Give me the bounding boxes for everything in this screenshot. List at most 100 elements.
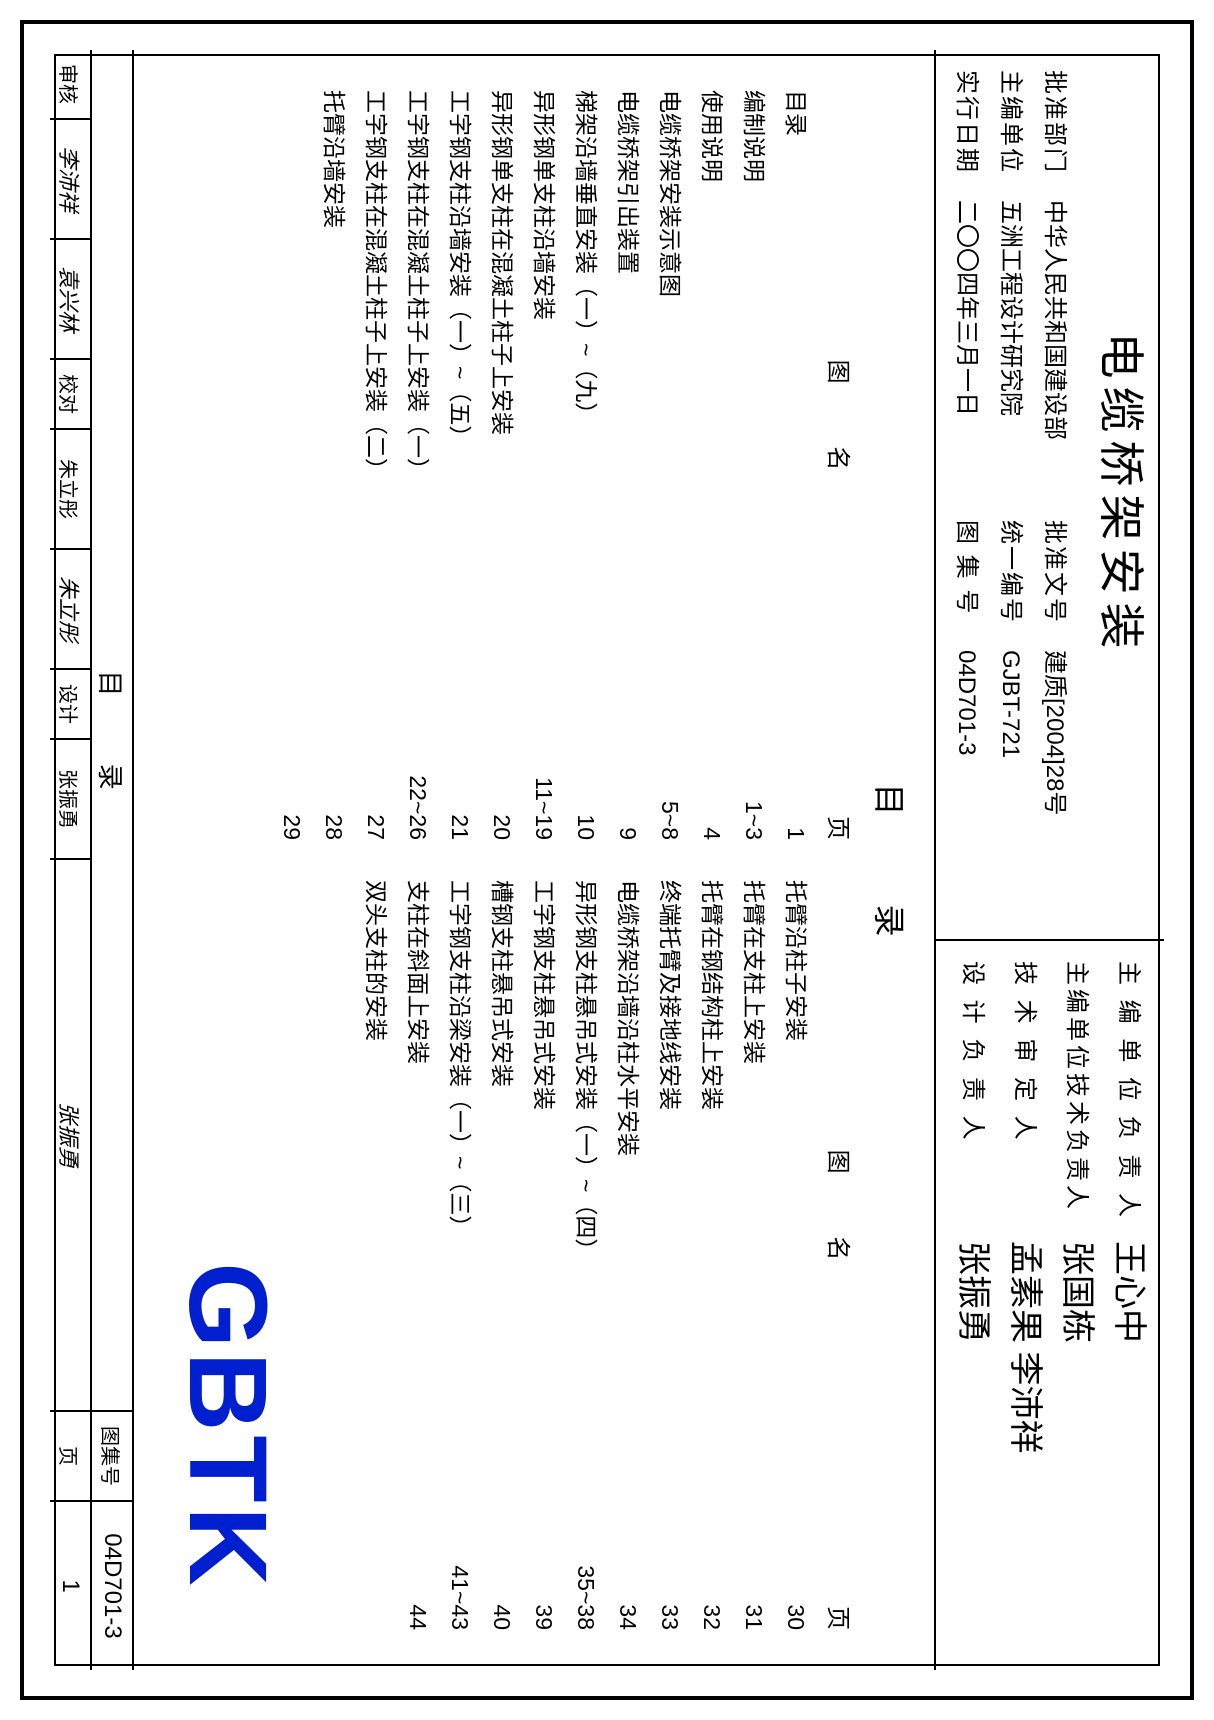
header-left: 电缆桥架安装 批准部门 中华人民共和国建设部 批准文号 建质[2004]28号 … bbox=[936, 50, 1164, 941]
toc-item-page: 30 bbox=[775, 1530, 817, 1630]
toc-row: 异形钢单支柱在混凝土柱子上安装20 bbox=[481, 90, 523, 840]
drawing-no: 04D701-3 bbox=[946, 650, 986, 919]
lead-unit-sig: 王心中 bbox=[1104, 1241, 1152, 1650]
approve-dept-label: 批准部门 bbox=[1034, 70, 1074, 200]
toc-item-page: 10 bbox=[565, 740, 607, 840]
footer-proof-label: 校对 bbox=[50, 360, 90, 430]
toc-item-page bbox=[355, 1530, 397, 1630]
toc-item-name: 托臂沿柱子安装 bbox=[775, 880, 817, 1530]
toc-row: 使用说明4 bbox=[691, 90, 733, 840]
sig-row-tech-review: 技 术 审 定 人 孟素果 李沛祥 bbox=[1000, 961, 1048, 1650]
toc-item-name: 异形钢单支柱在混凝土柱子上安装 bbox=[481, 90, 523, 740]
uni-no: GJBT-721 bbox=[990, 650, 1030, 919]
approve-dept: 中华人民共和国建设部 bbox=[1034, 200, 1074, 520]
toc-item-name: 异形钢支柱悬吊式安装（一）~（四） bbox=[565, 880, 607, 1530]
toc-item-name: 工字钢支柱悬吊式安装 bbox=[523, 880, 565, 1530]
toc-item-name bbox=[271, 90, 313, 740]
lead-unit-label: 主 编 单 位 负 责 人 bbox=[1104, 961, 1152, 1241]
toc-item-page: 27 bbox=[355, 740, 397, 840]
toc-right-rows: 托臂沿柱子安装30托臂在支柱上安装31托臂在钢结构柱上安装32终端托臂及接地线安… bbox=[355, 880, 817, 1630]
editor-unit: 五洲工程设计研究院 bbox=[990, 200, 1030, 520]
editor-unit-label: 主编单位 bbox=[990, 70, 1030, 200]
toc-item-page: 28 bbox=[313, 740, 355, 840]
toc-item-page: 22~26 bbox=[397, 740, 439, 840]
footer-page: 1 bbox=[50, 1502, 90, 1670]
toc-row: 29 bbox=[271, 90, 313, 840]
toc-row: 托臂在支柱上安装31 bbox=[733, 880, 775, 1630]
toc-item-name: 目录 bbox=[775, 90, 817, 740]
drawing-no-label: 图 集 号 bbox=[946, 520, 986, 650]
toc-item-page: 11~19 bbox=[523, 740, 565, 840]
toc-row: 终端托臂及接地线安装33 bbox=[649, 880, 691, 1630]
footer-drawing-no-label: 图集号 bbox=[92, 1412, 132, 1502]
footer-drawing-no: 04D701-3 bbox=[92, 1502, 132, 1670]
toc-item-name: 槽钢支柱悬吊式安装 bbox=[481, 880, 523, 1530]
footer-proof-name-sig: 朱立彤 bbox=[50, 550, 90, 670]
footer: 目 录 审核 李沛祥 袁兴林 校对 朱立彤 朱立彤 设计 张振勇 张振勇 bbox=[50, 50, 134, 1670]
inner-frame: 电缆桥架安装 批准部门 中华人民共和国建设部 批准文号 建质[2004]28号 … bbox=[54, 54, 1160, 1666]
footer-design-sig: 张振勇 bbox=[50, 860, 90, 1410]
toc-row: 工字钢支柱沿梁安装（一）~（三）41~43 bbox=[439, 880, 481, 1630]
toc-title: 目 录 bbox=[868, 90, 914, 1630]
sig-row-design-lead: 设 计 负 责 人 张振勇 bbox=[948, 961, 996, 1650]
info-row-2: 主编单位 五洲工程设计研究院 统一编号 GJBT-721 bbox=[990, 70, 1030, 919]
eff-date-label: 实行日期 bbox=[946, 70, 986, 200]
toc-item-name: 工字钢支柱沿墙安装（一）~（五） bbox=[439, 90, 481, 740]
document-title: 电缆桥架安装 bbox=[1084, 50, 1164, 939]
footer-mid: 目 录 审核 李沛祥 袁兴林 校对 朱立彤 朱立彤 设计 张振勇 张振勇 bbox=[50, 50, 132, 1410]
toc-item-page: 20 bbox=[481, 740, 523, 840]
toc-item-name: 托臂沿墙安装 bbox=[313, 90, 355, 740]
toc-item-name: 电缆桥架引出装置 bbox=[607, 90, 649, 740]
toc-item-name: 异形钢单支柱沿墙安装 bbox=[523, 90, 565, 740]
toc-row: 工字钢支柱在混凝土柱子上安装（一）22~26 bbox=[397, 90, 439, 840]
toc-item-name: 工字钢支柱在混凝土柱子上安装（二） bbox=[355, 90, 397, 740]
footer-page-label: 页 bbox=[50, 1412, 90, 1502]
toc-item-name: 电缆桥架安装示意图 bbox=[649, 90, 691, 740]
content-rotated: 电缆桥架安装 批准部门 中华人民共和国建设部 批准文号 建质[2004]28号 … bbox=[50, 50, 1164, 1670]
info-row-1: 批准部门 中华人民共和国建设部 批准文号 建质[2004]28号 bbox=[1034, 70, 1074, 919]
toc-right-column: 图 名 页 托臂沿柱子安装30托臂在支柱上安装31托臂在钢结构柱上安装32终端托… bbox=[271, 880, 858, 1630]
footer-design-label: 设计 bbox=[50, 670, 90, 740]
toc-row: 电缆桥架引出装置9 bbox=[607, 90, 649, 840]
toc-row: 工字钢支柱悬吊式安装39 bbox=[523, 880, 565, 1630]
toc-item-page: 4 bbox=[691, 740, 733, 840]
col-page-header: 页 bbox=[823, 740, 858, 840]
toc-item-name: 终端托臂及接地线安装 bbox=[649, 880, 691, 1530]
toc-item-page: 40 bbox=[481, 1530, 523, 1630]
toc-row: 工字钢支柱在混凝土柱子上安装（二）27 bbox=[355, 90, 397, 840]
toc-item-name: 编制说明 bbox=[733, 90, 775, 740]
tech-lead-sig: 张国栋 bbox=[1052, 1241, 1100, 1650]
sig-row-tech-lead: 主编单位技术负责人 张国栋 bbox=[1052, 961, 1100, 1650]
toc-item-page: 1~3 bbox=[733, 740, 775, 840]
toc-item-page: 39 bbox=[523, 1530, 565, 1630]
footer-proof-sig1: 袁兴林 bbox=[50, 240, 90, 360]
toc-row: 梯架沿墙垂直安装（一）~（九）10 bbox=[565, 90, 607, 840]
info-row-3: 实行日期 二〇〇四年三月一日 图 集 号 04D701-3 bbox=[946, 70, 986, 919]
toc-item-page: 44 bbox=[397, 1530, 439, 1630]
toc-item-name: 托臂在钢结构柱上安装 bbox=[691, 880, 733, 1530]
toc-item-name: 使用说明 bbox=[691, 90, 733, 740]
toc-item-name: 电缆桥架沿墙沿柱水平安装 bbox=[607, 880, 649, 1530]
toc-item-name: 托臂在支柱上安装 bbox=[733, 880, 775, 1530]
toc-left-column: 图 名 页 目录1编制说明1~3使用说明4电缆桥架安装示意图5~8电缆桥架引出装… bbox=[271, 90, 858, 840]
toc-item-page: 32 bbox=[691, 1530, 733, 1630]
toc-item-page: 5~8 bbox=[649, 740, 691, 840]
toc-item-page: 29 bbox=[271, 740, 313, 840]
design-lead-sig: 张振勇 bbox=[948, 1241, 996, 1650]
toc-left-header: 图 名 页 bbox=[823, 90, 858, 840]
toc-item-name: 梯架沿墙垂直安装（一）~（九） bbox=[565, 90, 607, 740]
toc-item-page: 41~43 bbox=[439, 1530, 481, 1630]
toc-row: 电缆桥架沿墙沿柱水平安装34 bbox=[607, 880, 649, 1630]
footer-sig-row: 审核 李沛祥 袁兴林 校对 朱立彤 朱立彤 设计 张振勇 张振勇 bbox=[50, 50, 90, 1410]
toc-row: 托臂沿柱子安装30 bbox=[775, 880, 817, 1630]
toc-item-name: 工字钢支柱沿梁安装（一）~（三） bbox=[439, 880, 481, 1530]
toc-item-page: 31 bbox=[733, 1530, 775, 1630]
tech-review-label: 技 术 审 定 人 bbox=[1000, 961, 1048, 1241]
toc-columns: 图 名 页 目录1编制说明1~3使用说明4电缆桥架安装示意图5~8电缆桥架引出装… bbox=[271, 90, 858, 1630]
doc-no-label: 批准文号 bbox=[1034, 520, 1074, 650]
toc-row: 目录1 bbox=[775, 90, 817, 840]
toc-item-page: 1 bbox=[775, 740, 817, 840]
toc-row: 工字钢支柱沿墙安装（一）~（五）21 bbox=[439, 90, 481, 840]
page-frame: 电缆桥架安装 批准部门 中华人民共和国建设部 批准文号 建质[2004]28号 … bbox=[20, 20, 1194, 1700]
toc-row: 电缆桥架安装示意图5~8 bbox=[649, 90, 691, 840]
